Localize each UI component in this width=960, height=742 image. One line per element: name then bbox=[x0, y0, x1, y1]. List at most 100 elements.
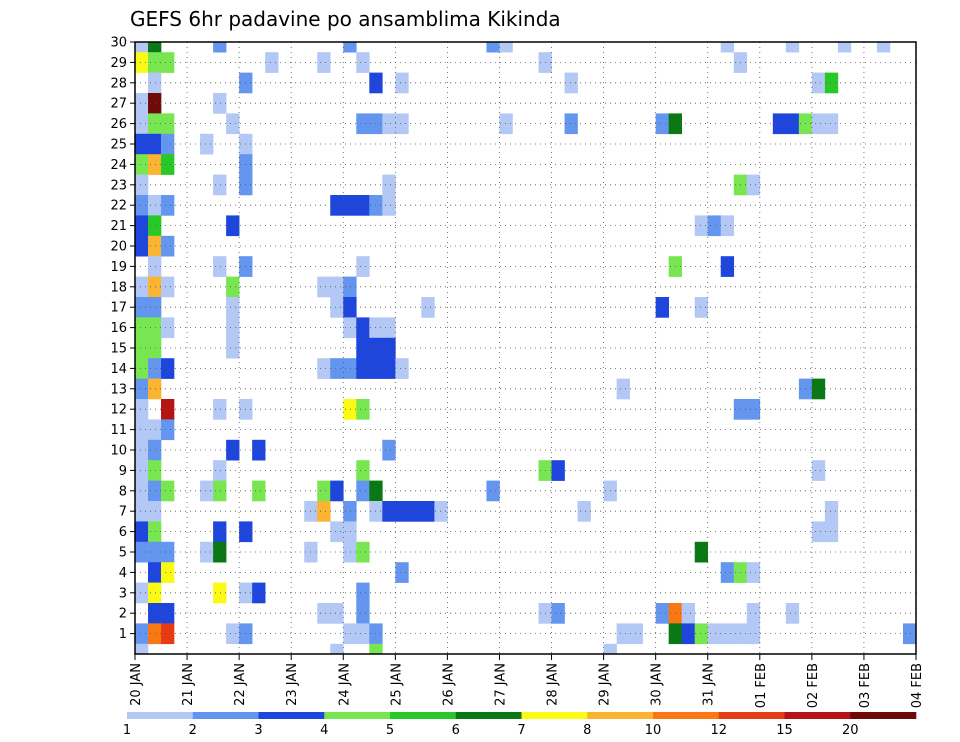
y-tick-label: 4 bbox=[119, 566, 127, 581]
heatmap-cell bbox=[330, 195, 344, 216]
heatmap-cell bbox=[330, 521, 344, 543]
x-tick-label: 20 JAN bbox=[129, 663, 144, 706]
heatmap-cell bbox=[135, 42, 149, 53]
heatmap-cell bbox=[824, 501, 839, 522]
heatmap-cell bbox=[317, 480, 331, 502]
heatmap-cell bbox=[694, 541, 709, 563]
y-tick-label: 20 bbox=[110, 240, 127, 255]
y-tick-label: 29 bbox=[110, 56, 127, 71]
x-tick-label: 28 JAN bbox=[546, 663, 561, 706]
colorbar-swatch bbox=[718, 712, 785, 719]
heatmap-cell bbox=[135, 297, 149, 318]
y-tick-label: 30 bbox=[110, 36, 127, 51]
heatmap-cell bbox=[382, 174, 396, 196]
colorbar-label: 10 bbox=[645, 723, 662, 738]
heatmap-cell bbox=[148, 562, 162, 583]
y-tick-label: 1 bbox=[119, 627, 127, 642]
heatmap-cell bbox=[148, 337, 162, 359]
heatmap-cell bbox=[161, 52, 175, 73]
x-axis-ticks: 20 JAN 21 JAN 22 JAN 23 JAN 24 JAN 25 JAN 26 J… bbox=[129, 654, 925, 708]
heatmap-cell bbox=[148, 195, 162, 216]
heatmap-cell bbox=[577, 501, 591, 522]
x-tick-label: 02 FEB bbox=[806, 663, 821, 708]
heatmap-cell bbox=[148, 276, 162, 298]
heatmap-cell bbox=[148, 623, 162, 645]
colorbar-swatch bbox=[127, 712, 194, 719]
heatmap-cell bbox=[343, 541, 357, 563]
y-tick-label: 9 bbox=[119, 464, 127, 479]
x-tick-label: 29 JAN bbox=[598, 663, 613, 706]
colorbar-label: 4 bbox=[320, 723, 328, 738]
heatmap-cell bbox=[161, 317, 175, 339]
heatmap-cell bbox=[213, 480, 227, 502]
heatmap-cell bbox=[824, 521, 839, 543]
y-tick-label: 23 bbox=[110, 178, 127, 193]
heatmap-cell bbox=[148, 256, 162, 277]
heatmap-cell bbox=[746, 174, 761, 196]
heatmap-cell bbox=[772, 113, 787, 135]
heatmap-cell bbox=[343, 276, 357, 298]
colorbar-swatch bbox=[455, 712, 522, 719]
heatmap-cell bbox=[148, 582, 162, 604]
heatmap-cell bbox=[785, 42, 800, 53]
heatmap-cell bbox=[200, 133, 214, 155]
colorbar-label: 1 bbox=[123, 723, 131, 738]
colorbar-label: 5 bbox=[386, 723, 394, 738]
y-tick-label: 18 bbox=[110, 280, 127, 295]
heatmap-cell bbox=[317, 52, 331, 73]
colorbar-swatch bbox=[850, 712, 917, 719]
y-tick-label: 19 bbox=[110, 260, 127, 275]
heatmap-cell bbox=[317, 603, 331, 624]
y-tick-label: 21 bbox=[110, 219, 127, 234]
heatmap-cell bbox=[655, 297, 669, 318]
x-tick-label: 24 JAN bbox=[337, 663, 352, 706]
heatmap-cell bbox=[395, 113, 409, 135]
x-tick-label: 31 JAN bbox=[702, 663, 717, 706]
heatmap-cell bbox=[343, 358, 357, 379]
x-tick-label: 23 JAN bbox=[285, 663, 300, 706]
heatmap-cell bbox=[330, 643, 344, 655]
heatmap-cell bbox=[746, 562, 761, 583]
heatmap-cell bbox=[616, 623, 630, 645]
heatmap-cell bbox=[135, 133, 149, 155]
heatmap-cells bbox=[135, 42, 917, 655]
heatmap-cell bbox=[876, 42, 891, 53]
heatmap-cell bbox=[356, 256, 370, 277]
y-tick-label: 3 bbox=[119, 586, 127, 601]
heatmap-cell bbox=[135, 195, 149, 216]
colorbar: 1 2 3 4 5 6 7 8 10 12 15 20 bbox=[123, 712, 917, 738]
heatmap-cell bbox=[135, 358, 149, 379]
y-tick-label: 2 bbox=[119, 607, 127, 622]
colorbar-swatch bbox=[521, 712, 588, 719]
heatmap-cell bbox=[486, 480, 500, 502]
colorbar-label: 7 bbox=[517, 723, 525, 738]
heatmap-cell bbox=[148, 541, 162, 563]
heatmap-cell bbox=[356, 460, 370, 481]
y-tick-label: 7 bbox=[119, 505, 127, 520]
heatmap-cell bbox=[135, 337, 149, 359]
heatmap-cell bbox=[135, 439, 149, 461]
heatmap-cell bbox=[746, 399, 761, 420]
y-tick-label: 27 bbox=[110, 97, 127, 112]
heatmap-cell bbox=[343, 521, 357, 543]
colorbar-swatch bbox=[192, 712, 259, 719]
heatmap-cell bbox=[148, 358, 162, 379]
heatmap-cell bbox=[135, 399, 149, 420]
heatmap-cell bbox=[811, 113, 826, 135]
heatmap-cell bbox=[148, 72, 162, 94]
heatmap-cell bbox=[811, 521, 826, 543]
heatmap-cell bbox=[824, 113, 839, 135]
y-tick-label: 14 bbox=[110, 362, 127, 377]
heatmap-cell bbox=[148, 113, 162, 135]
heatmap-cell bbox=[213, 174, 227, 196]
heatmap-cell bbox=[343, 399, 357, 420]
heatmap-cell bbox=[551, 603, 565, 624]
colorbar-swatch bbox=[258, 712, 325, 719]
y-tick-label: 16 bbox=[110, 321, 127, 336]
y-tick-label: 22 bbox=[110, 199, 127, 214]
x-tick-label: 27 JAN bbox=[493, 663, 508, 706]
y-tick-label: 15 bbox=[110, 342, 127, 357]
y-tick-label: 6 bbox=[119, 525, 127, 540]
heatmap-cell bbox=[369, 643, 383, 655]
x-tick-label: 04 FEB bbox=[910, 663, 925, 708]
